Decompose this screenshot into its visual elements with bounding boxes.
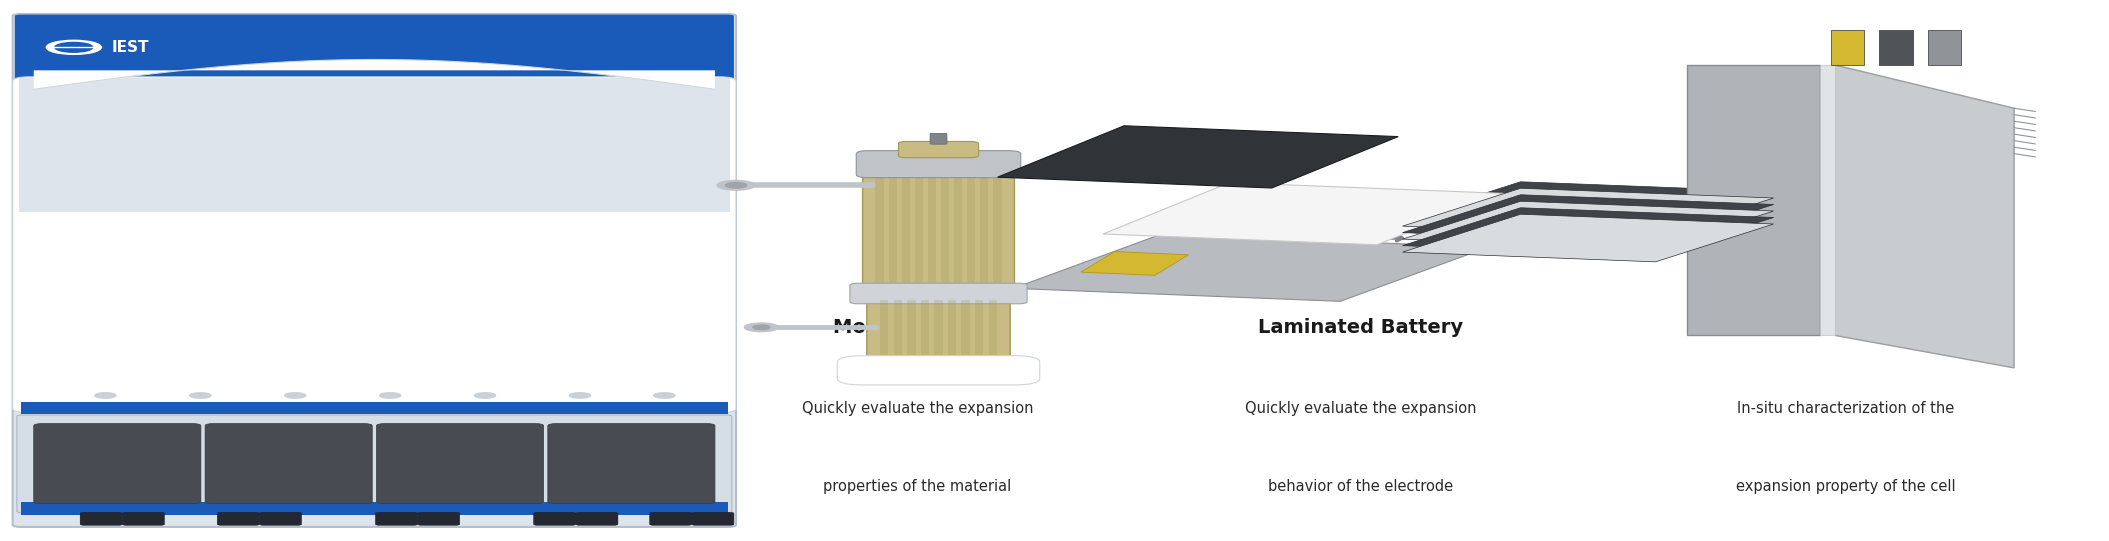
FancyBboxPatch shape: [894, 300, 903, 366]
FancyBboxPatch shape: [13, 14, 736, 527]
Circle shape: [717, 181, 755, 190]
Circle shape: [181, 391, 219, 400]
FancyBboxPatch shape: [875, 173, 884, 287]
Circle shape: [645, 391, 683, 400]
Polygon shape: [1402, 188, 1774, 236]
Polygon shape: [1402, 214, 1774, 262]
Polygon shape: [19, 78, 730, 212]
Circle shape: [561, 391, 599, 400]
FancyBboxPatch shape: [418, 512, 460, 525]
Polygon shape: [1402, 201, 1774, 249]
FancyBboxPatch shape: [21, 402, 728, 414]
Polygon shape: [1012, 234, 1489, 301]
FancyBboxPatch shape: [856, 150, 1021, 177]
FancyBboxPatch shape: [13, 77, 736, 413]
FancyBboxPatch shape: [898, 141, 979, 158]
Circle shape: [371, 391, 409, 400]
FancyBboxPatch shape: [375, 424, 544, 504]
Text: behavior of the electrode: behavior of the electrode: [1268, 479, 1453, 494]
Polygon shape: [1402, 208, 1774, 255]
Circle shape: [654, 393, 675, 398]
Circle shape: [569, 393, 591, 398]
Circle shape: [276, 391, 314, 400]
Text: IEST: IEST: [112, 40, 150, 55]
Polygon shape: [1879, 30, 1913, 65]
FancyBboxPatch shape: [928, 173, 936, 287]
Polygon shape: [1831, 30, 1864, 65]
Text: Pouch Cell: Pouch Cell: [1788, 318, 1902, 337]
Circle shape: [475, 393, 496, 398]
Polygon shape: [1928, 30, 1961, 65]
FancyBboxPatch shape: [80, 512, 122, 525]
FancyBboxPatch shape: [375, 512, 418, 525]
FancyBboxPatch shape: [922, 300, 930, 366]
FancyBboxPatch shape: [953, 173, 962, 287]
FancyBboxPatch shape: [915, 173, 924, 287]
FancyBboxPatch shape: [934, 300, 943, 366]
Circle shape: [86, 391, 124, 400]
FancyBboxPatch shape: [205, 424, 373, 504]
Text: properties of the material: properties of the material: [823, 479, 1012, 494]
Text: Quickly evaluate the expansion: Quickly evaluate the expansion: [1244, 401, 1476, 416]
FancyBboxPatch shape: [21, 502, 728, 515]
Text: Laminated Battery: Laminated Battery: [1257, 318, 1464, 337]
FancyBboxPatch shape: [989, 300, 998, 366]
FancyBboxPatch shape: [863, 169, 1014, 291]
FancyBboxPatch shape: [259, 512, 302, 525]
FancyBboxPatch shape: [650, 512, 692, 525]
Text: In-situ characterization of the: In-situ characterization of the: [1736, 401, 1955, 416]
FancyBboxPatch shape: [879, 300, 888, 366]
FancyBboxPatch shape: [837, 356, 1040, 385]
Text: Model Coin Cell: Model Coin Cell: [833, 318, 1002, 337]
Text: Quickly evaluate the expansion: Quickly evaluate the expansion: [801, 401, 1033, 416]
FancyBboxPatch shape: [941, 173, 949, 287]
FancyBboxPatch shape: [692, 512, 734, 525]
FancyBboxPatch shape: [15, 15, 734, 80]
Circle shape: [285, 393, 306, 398]
Polygon shape: [1082, 252, 1189, 275]
FancyBboxPatch shape: [34, 424, 200, 504]
FancyBboxPatch shape: [966, 173, 974, 287]
Polygon shape: [1402, 195, 1774, 242]
Circle shape: [46, 40, 101, 55]
FancyBboxPatch shape: [548, 424, 715, 504]
FancyBboxPatch shape: [576, 512, 618, 525]
FancyBboxPatch shape: [217, 512, 259, 525]
FancyBboxPatch shape: [981, 173, 989, 287]
FancyBboxPatch shape: [534, 512, 576, 525]
FancyBboxPatch shape: [122, 512, 165, 525]
FancyBboxPatch shape: [907, 300, 915, 366]
FancyBboxPatch shape: [947, 300, 955, 366]
FancyBboxPatch shape: [993, 173, 1002, 287]
Circle shape: [466, 391, 504, 400]
Circle shape: [55, 43, 93, 52]
Polygon shape: [1103, 183, 1504, 245]
FancyBboxPatch shape: [903, 173, 911, 287]
FancyBboxPatch shape: [888, 173, 896, 287]
FancyBboxPatch shape: [17, 415, 732, 513]
FancyBboxPatch shape: [930, 133, 947, 144]
Polygon shape: [1820, 65, 1835, 335]
Polygon shape: [34, 60, 715, 89]
Circle shape: [190, 393, 211, 398]
Polygon shape: [998, 126, 1398, 188]
Circle shape: [725, 183, 747, 188]
FancyBboxPatch shape: [974, 300, 983, 366]
Text: expansion property of the cell: expansion property of the cell: [1736, 479, 1955, 494]
Polygon shape: [1835, 65, 2014, 368]
Polygon shape: [1687, 65, 1820, 335]
Polygon shape: [1402, 182, 1774, 229]
FancyBboxPatch shape: [867, 296, 1010, 370]
Circle shape: [753, 325, 770, 329]
Circle shape: [95, 393, 116, 398]
FancyBboxPatch shape: [962, 300, 970, 366]
Circle shape: [380, 393, 401, 398]
Circle shape: [744, 323, 778, 332]
FancyBboxPatch shape: [850, 283, 1027, 304]
